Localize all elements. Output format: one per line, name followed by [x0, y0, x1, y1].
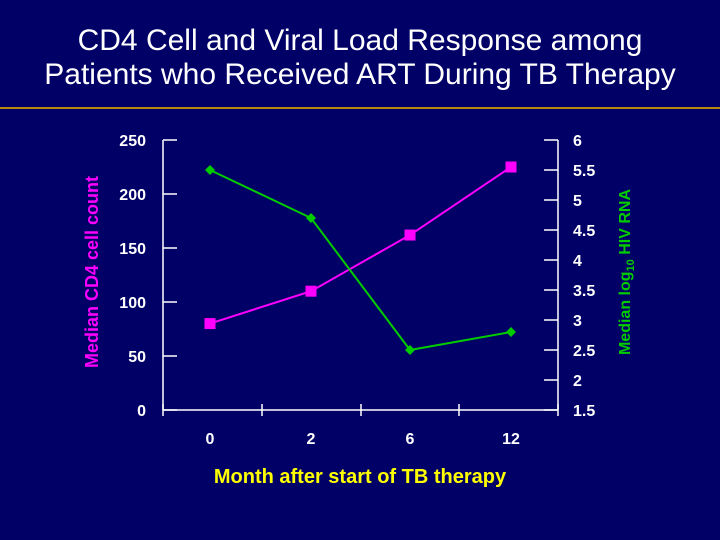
chart-title-line-1: CD4 Cell and Viral Load Response among: [77, 24, 643, 57]
y-right-tick-label: 6: [573, 133, 582, 150]
title-divider: [0, 107, 720, 109]
y-left-tick-label: 200: [119, 187, 146, 204]
y-axis-right-title-prefix: Median log: [617, 271, 634, 355]
y-right-tick-label: 2.5: [573, 343, 595, 360]
series-1-line: [209, 169, 512, 352]
y-axis-right-title-suffix: HIV RNA: [617, 189, 634, 260]
series-0-point: [404, 229, 416, 241]
series-0-point: [505, 161, 517, 173]
y-right-tick-label: 4: [573, 253, 582, 270]
axes: 0 50 100 150 200 250 1.5 2 2.5 3 3.5 4 4.5 5 5.5 6 0 2 6 12: [119, 133, 595, 448]
y-axis-right-title-subscript: 10: [625, 259, 637, 271]
series-1-point: [506, 327, 516, 337]
y-right-tick-label: 4.5: [573, 223, 595, 240]
x-tick-label: 0: [206, 431, 215, 448]
y-left-tick-label: 250: [119, 133, 146, 150]
series-1-point: [306, 213, 316, 223]
y-right-tick-label: 5: [573, 193, 582, 210]
y-right-tick-label: 5.5: [573, 163, 595, 180]
x-tick-label: 12: [502, 431, 520, 448]
series-0-point: [305, 285, 317, 297]
y-right-tick-label: 1.5: [573, 403, 595, 420]
y-right-tick-label: 2: [573, 373, 582, 390]
series-layer: [204, 161, 517, 355]
series-0-line: [209, 166, 512, 325]
chart-title-line-2: Patients who Received ART During TB Ther…: [44, 58, 676, 91]
y-right-tick-label: 3: [573, 313, 582, 330]
series-1-point: [205, 165, 215, 175]
series-0-point: [204, 318, 216, 330]
y-axis-left-title: Median CD4 cell count: [82, 176, 102, 368]
series-1-point: [405, 345, 415, 355]
y-left-tick-label: 0: [137, 403, 146, 420]
x-tick-label: 2: [307, 431, 316, 448]
x-tick-label: 6: [406, 431, 415, 448]
y-axis-right-title: Median log10 HIV RNA: [617, 189, 637, 355]
y-right-tick-label: 3.5: [573, 283, 595, 300]
y-left-tick-label: 150: [119, 241, 146, 258]
x-axis-title: Month after start of TB therapy: [214, 466, 507, 488]
chart-title: CD4 Cell and Viral Load Response among P…: [0, 24, 720, 92]
y-left-tick-label: 100: [119, 295, 146, 312]
y-left-tick-label: 50: [128, 349, 146, 366]
